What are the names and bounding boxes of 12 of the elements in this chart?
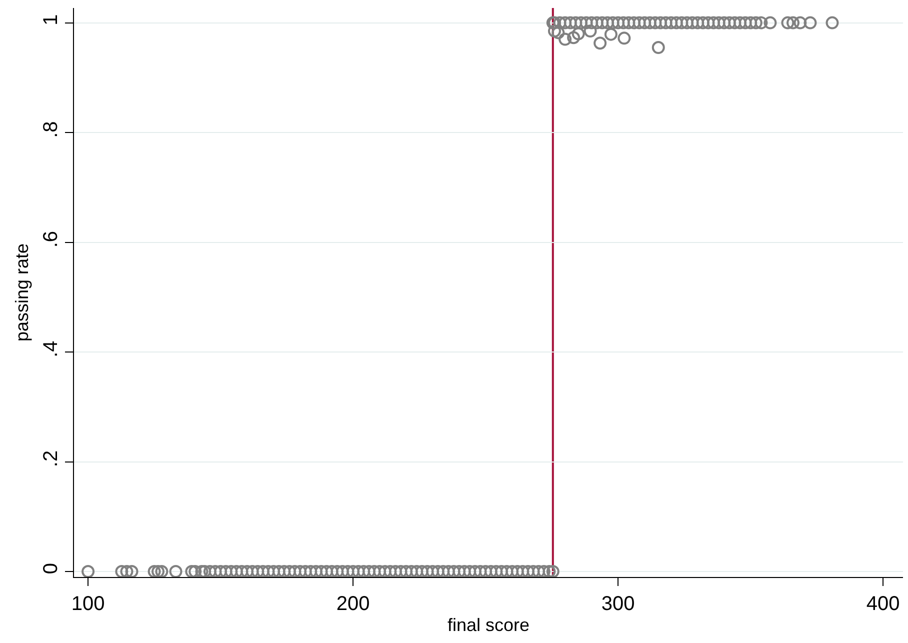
y-axis-title: passing rate [12,243,32,342]
y-tick-label: .6 [40,230,62,248]
x-tick-label: 300 [601,593,635,615]
y-tick-label: .2 [40,450,62,468]
x-axis-title: final score [447,615,530,636]
x-tick-label: 100 [71,593,105,615]
x-tick-label: 400 [866,593,900,615]
y-tick-label: .8 [40,121,62,138]
x-tick-label: 200 [336,593,370,615]
y-tick-label: 1 [40,14,62,26]
y-tick-label: .4 [40,340,62,358]
y-tick-label: 0 [40,562,62,574]
